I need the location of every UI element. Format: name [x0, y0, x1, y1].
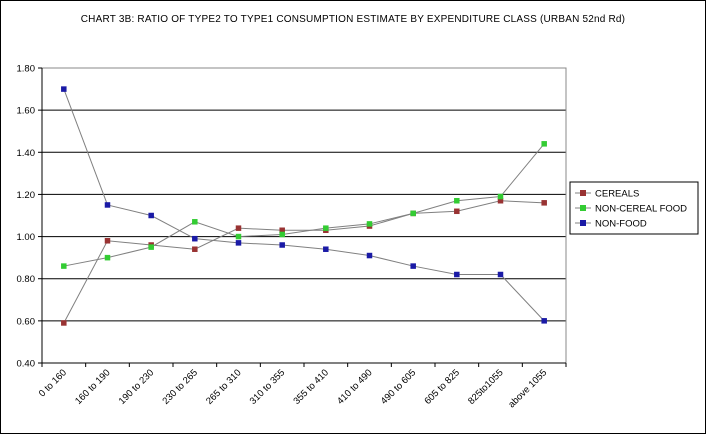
- data-point: [497, 271, 504, 278]
- data-point: [235, 240, 242, 246]
- data-point: [104, 238, 111, 244]
- data-point: [410, 263, 416, 269]
- data-point: [541, 141, 547, 147]
- series-line: [63, 200, 545, 324]
- data-point: [454, 208, 460, 215]
- x-tick-label: 265 to 310: [204, 367, 244, 407]
- x-tick-label: 160 to 190: [73, 367, 113, 407]
- data-point: [104, 254, 111, 261]
- legend-box: [569, 181, 699, 235]
- data-point: [61, 320, 67, 326]
- legend-label: CEREALS: [595, 189, 639, 200]
- data-point: [192, 246, 198, 252]
- legend-marker: [580, 205, 586, 211]
- chart-title: CHART 3B: RATIO OF TYPE2 TO TYPE1 CONSUM…: [80, 14, 626, 25]
- x-tick-label: 490 to 605: [379, 367, 419, 407]
- y-tick-label: 1.40: [17, 148, 36, 159]
- x-tick-label: 310 to 355: [248, 367, 288, 407]
- data-point: [61, 86, 67, 92]
- data-point: [541, 318, 547, 324]
- x-tick-label: 605 to 825: [422, 367, 462, 407]
- x-tick-label: 410 to 490: [335, 367, 375, 407]
- y-tick-label: 0.80: [17, 274, 36, 285]
- y-tick-label: 0.60: [17, 316, 36, 327]
- data-point: [323, 246, 329, 252]
- data-point: [541, 200, 547, 206]
- data-point: [235, 225, 242, 231]
- y-tick-label: 1.80: [17, 64, 36, 75]
- legend-marker: [580, 190, 586, 196]
- data-point: [454, 198, 460, 204]
- x-tick-label: above 1055: [506, 367, 549, 410]
- x-tick-label: 0 to 160: [37, 367, 69, 399]
- data-point: [497, 193, 504, 200]
- data-point: [279, 242, 285, 248]
- data-point: [61, 263, 67, 269]
- y-tick-label: 1.20: [17, 190, 36, 201]
- x-tick-label: 190 to 230: [117, 367, 157, 407]
- data-point: [192, 235, 198, 242]
- data-point: [410, 210, 416, 217]
- y-tick-label: 0.40: [17, 359, 36, 370]
- legend-label: NON-FOOD: [595, 219, 647, 230]
- data-point: [366, 252, 373, 259]
- data-point: [148, 244, 154, 250]
- data-point: [192, 219, 198, 225]
- series-line: [63, 88, 545, 322]
- data-point: [323, 225, 329, 231]
- y-tick-label: 1.60: [17, 106, 36, 117]
- data-point: [366, 221, 373, 227]
- legend-label: NON-CEREAL FOOD: [595, 204, 687, 215]
- y-tick-label: 1.00: [17, 232, 36, 243]
- x-tick-label: 825to1055: [466, 367, 506, 407]
- plot-area: [41, 67, 567, 364]
- x-tick-label: 230 to 265: [160, 367, 200, 407]
- x-tick-label: 355 to 410: [291, 367, 331, 407]
- legend-marker: [580, 220, 586, 226]
- data-point: [279, 231, 285, 238]
- data-point: [104, 202, 111, 208]
- data-point: [148, 212, 154, 219]
- data-point: [454, 271, 460, 278]
- data-point: [235, 233, 242, 240]
- series-line: [63, 143, 545, 267]
